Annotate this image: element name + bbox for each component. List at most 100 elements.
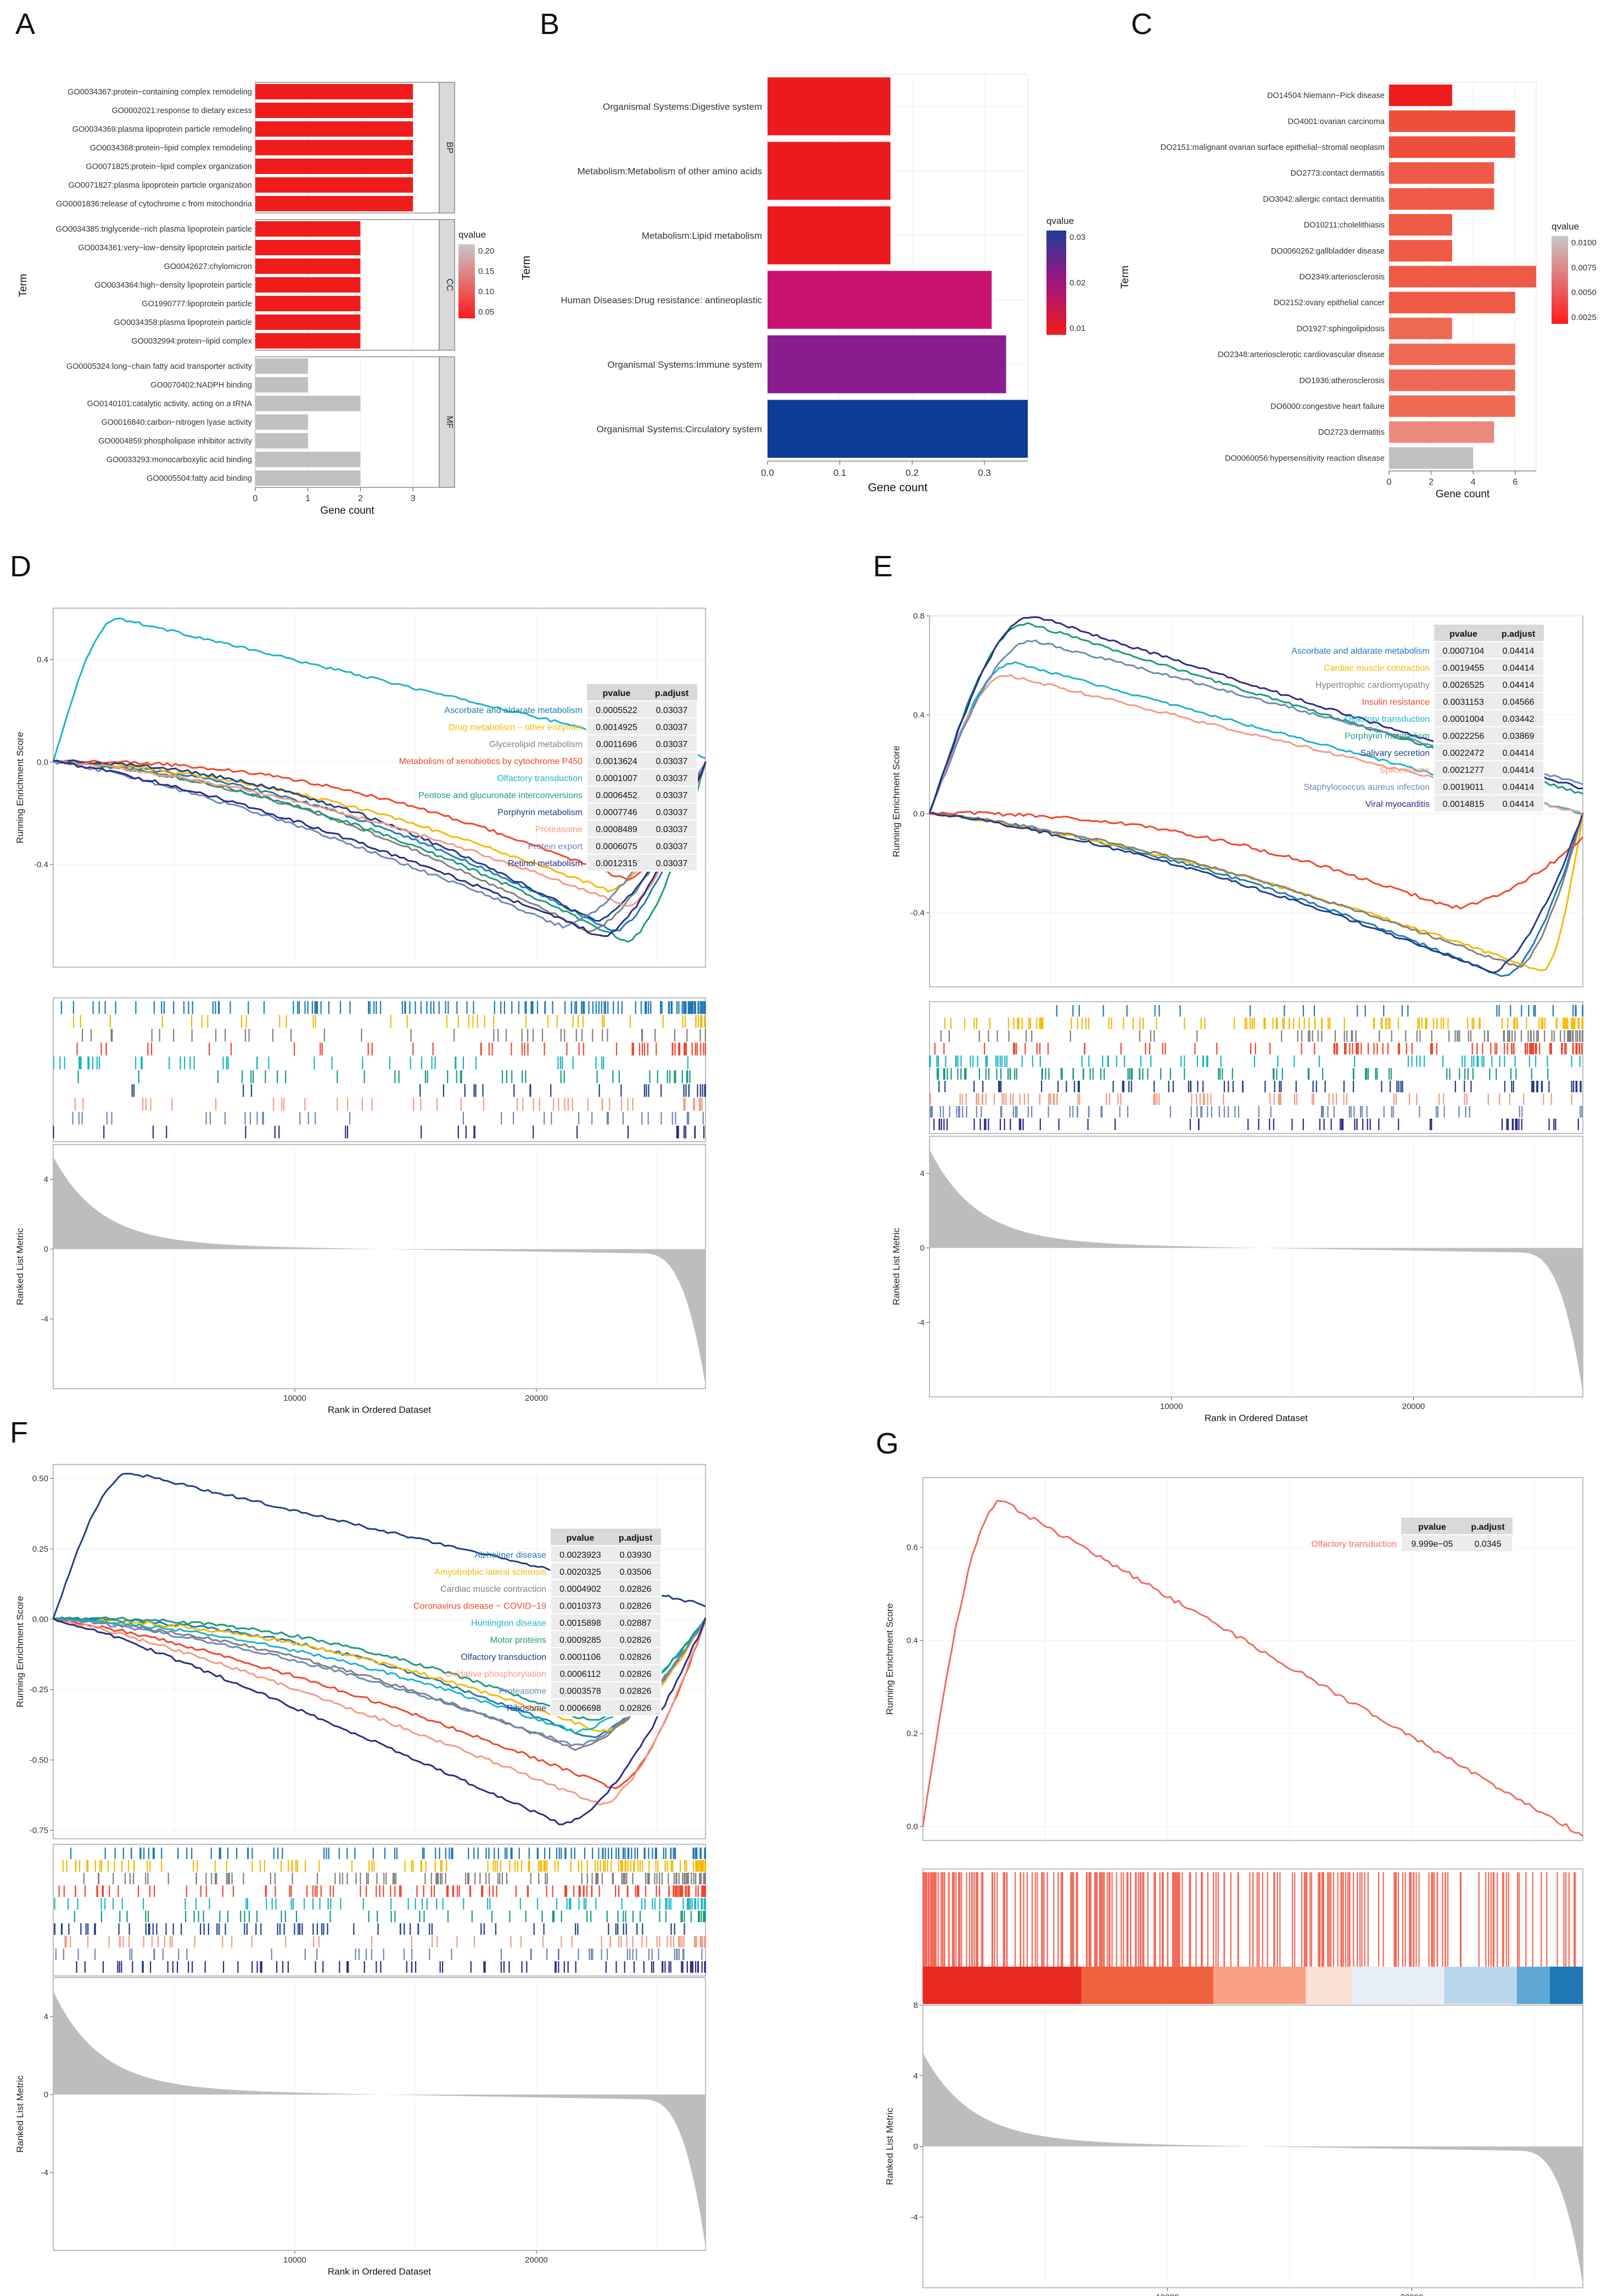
bar-label: DO2152:ovary epithelial cancer	[1274, 299, 1385, 307]
panel-a: GO0034367:protein−containing complex rem…	[18, 82, 494, 517]
hit-marks	[70, 1848, 706, 1859]
hit-marks	[83, 1873, 706, 1884]
table-header: pvalue	[1418, 1523, 1446, 1532]
x-tick-label: 20000	[525, 2255, 548, 2265]
table-pvalue: 0.0022256	[1443, 732, 1485, 741]
enrichment-curve	[53, 1617, 707, 1747]
rank-color-bar	[923, 1967, 1082, 2004]
legend-colorbar	[1046, 231, 1066, 335]
table-pvalue: 0.0012315	[596, 859, 637, 868]
metric-frame	[53, 1977, 706, 2251]
bar	[1389, 136, 1515, 158]
y-tick-label: -4	[41, 1315, 48, 1324]
y-tick-label: 0.50	[32, 1474, 48, 1484]
bar	[255, 296, 361, 311]
table-pvalue: 0.0001106	[560, 1653, 601, 1662]
bar	[1389, 395, 1515, 417]
legend-tick: 0.02	[1070, 278, 1085, 288]
legend-label: Porphyrin metabolism	[1345, 732, 1430, 741]
panel-letter-G: G	[876, 1427, 899, 1460]
table-row-bg	[586, 837, 698, 855]
hit-marks	[929, 1056, 1581, 1067]
bar	[255, 452, 361, 467]
x-tick-label: 0.0	[761, 468, 774, 478]
table-padjust: 0.03037	[656, 774, 688, 783]
bar	[1389, 240, 1452, 262]
table-padjust: 0.03037	[656, 825, 688, 834]
legend-tick: 0.0025	[1571, 313, 1597, 322]
enrichment-curve	[929, 812, 1584, 968]
enrichment-curve	[53, 1618, 707, 1751]
table-padjust: 0.04414	[1503, 800, 1535, 809]
table-header: p.adjust	[619, 1534, 653, 1543]
panel-g: 0.6 0.4 0.2 0.0 Running Enrichment Score 8 4 0 -…	[884, 1477, 1583, 2296]
panel-d: 0.4 0.0 -0.4 Running Enrichment Score 4 0 -4 Ra…	[15, 608, 707, 1415]
bar-label: DO2151:malignant ovarian surface epithel…	[1161, 143, 1385, 152]
legend-colorbar	[458, 244, 475, 318]
y-tick-label: 4	[920, 1169, 925, 1178]
table-row-bg	[586, 854, 698, 872]
enrichment-curve	[53, 1616, 707, 1721]
table-pvalue: 0.0023923	[559, 1551, 601, 1560]
table-pvalue: 9.999e−05	[1411, 1540, 1453, 1549]
table-pvalue: 0.0015898	[559, 1619, 601, 1628]
table-row-bg	[1434, 675, 1544, 693]
bar	[1389, 369, 1515, 391]
bar-label: GO0016840:carbon−nitrogen lyase activity	[102, 418, 253, 427]
y-tick-label: 0	[44, 2090, 48, 2099]
legend-label: Retinol metabolism	[508, 859, 583, 868]
bar-label: DO14504:Niemann−Pick disease	[1267, 92, 1385, 100]
y-tick-label: 0.8	[913, 611, 925, 621]
hit-marks	[74, 1098, 703, 1111]
y-axis-title-metric: Ranked List Metric	[15, 2075, 25, 2153]
legend-label: Proteasome	[499, 1687, 546, 1696]
facet-strip-label: BP	[445, 142, 454, 153]
enrichment-curve	[53, 1618, 707, 1733]
x-tick-label: 10000	[283, 2255, 306, 2265]
legend-label: Spliceosome	[1379, 766, 1430, 775]
bar-label: Metabolism:Metabolism of other amino aci…	[578, 166, 762, 176]
legend-label: Staphylococcus aureus infection	[1304, 783, 1430, 792]
bar	[255, 358, 308, 374]
y-axis-title: Running Enrichment Score	[884, 1603, 895, 1715]
enrichment-curve	[922, 1500, 1583, 1837]
hit-marks	[930, 1093, 1572, 1105]
legend-label: Salivary secretion	[1360, 749, 1430, 758]
y-tick-label: 0	[914, 2142, 918, 2152]
enrichment-curve	[53, 1617, 707, 1734]
legend-label: Insulin resistance	[1362, 698, 1430, 707]
legend-label: Cardiac muscle contraction	[440, 1585, 546, 1594]
bar-label: Organismal Systems:Circulatory system	[597, 424, 762, 434]
x-axis-title: Gene count	[868, 481, 928, 494]
table-header: p.adjust	[1471, 1523, 1505, 1532]
bar-label: GO0034358:plasma lipoprotein particle	[114, 318, 252, 327]
y-tick-label: 0.4	[913, 710, 925, 720]
bar-label: DO2773:contact dermatitis	[1290, 169, 1385, 178]
legend-label: Amyotrophic lateral sclerosis	[434, 1568, 546, 1577]
table-padjust: 0.03037	[656, 791, 688, 800]
bar-label: GO1990777:lipoprotein particle	[142, 300, 252, 308]
table-row-bg	[586, 734, 698, 753]
metric-frame	[53, 1144, 706, 1389]
bar-label: GO0070402:NADPH binding	[150, 381, 252, 390]
table-pvalue: 0.0031153	[1443, 698, 1484, 707]
table-row-bg	[1434, 726, 1544, 744]
table-row-bg	[1434, 760, 1544, 778]
table-pvalue: 0.0006112	[560, 1670, 601, 1679]
hit-marks	[64, 1936, 707, 1947]
panel-letter-C: C	[1131, 8, 1152, 41]
hit-marks	[53, 1056, 688, 1069]
hit-marks	[53, 1125, 705, 1138]
x-tick-label: 10000	[283, 1394, 306, 1403]
x-tick-label: 0.1	[833, 468, 847, 478]
bar	[255, 433, 308, 448]
table-row-bg	[586, 717, 698, 736]
table-row-bg	[550, 1698, 662, 1716]
legend-label: Viral myocarditis	[1365, 800, 1430, 809]
table-padjust: 0.03037	[656, 706, 688, 715]
table-pvalue: 0.0019011	[1443, 783, 1484, 792]
table-header: pvalue	[1449, 630, 1477, 639]
legend-label: Glycerolipid metabolism	[489, 740, 583, 749]
table-pvalue: 0.0006452	[596, 791, 637, 800]
